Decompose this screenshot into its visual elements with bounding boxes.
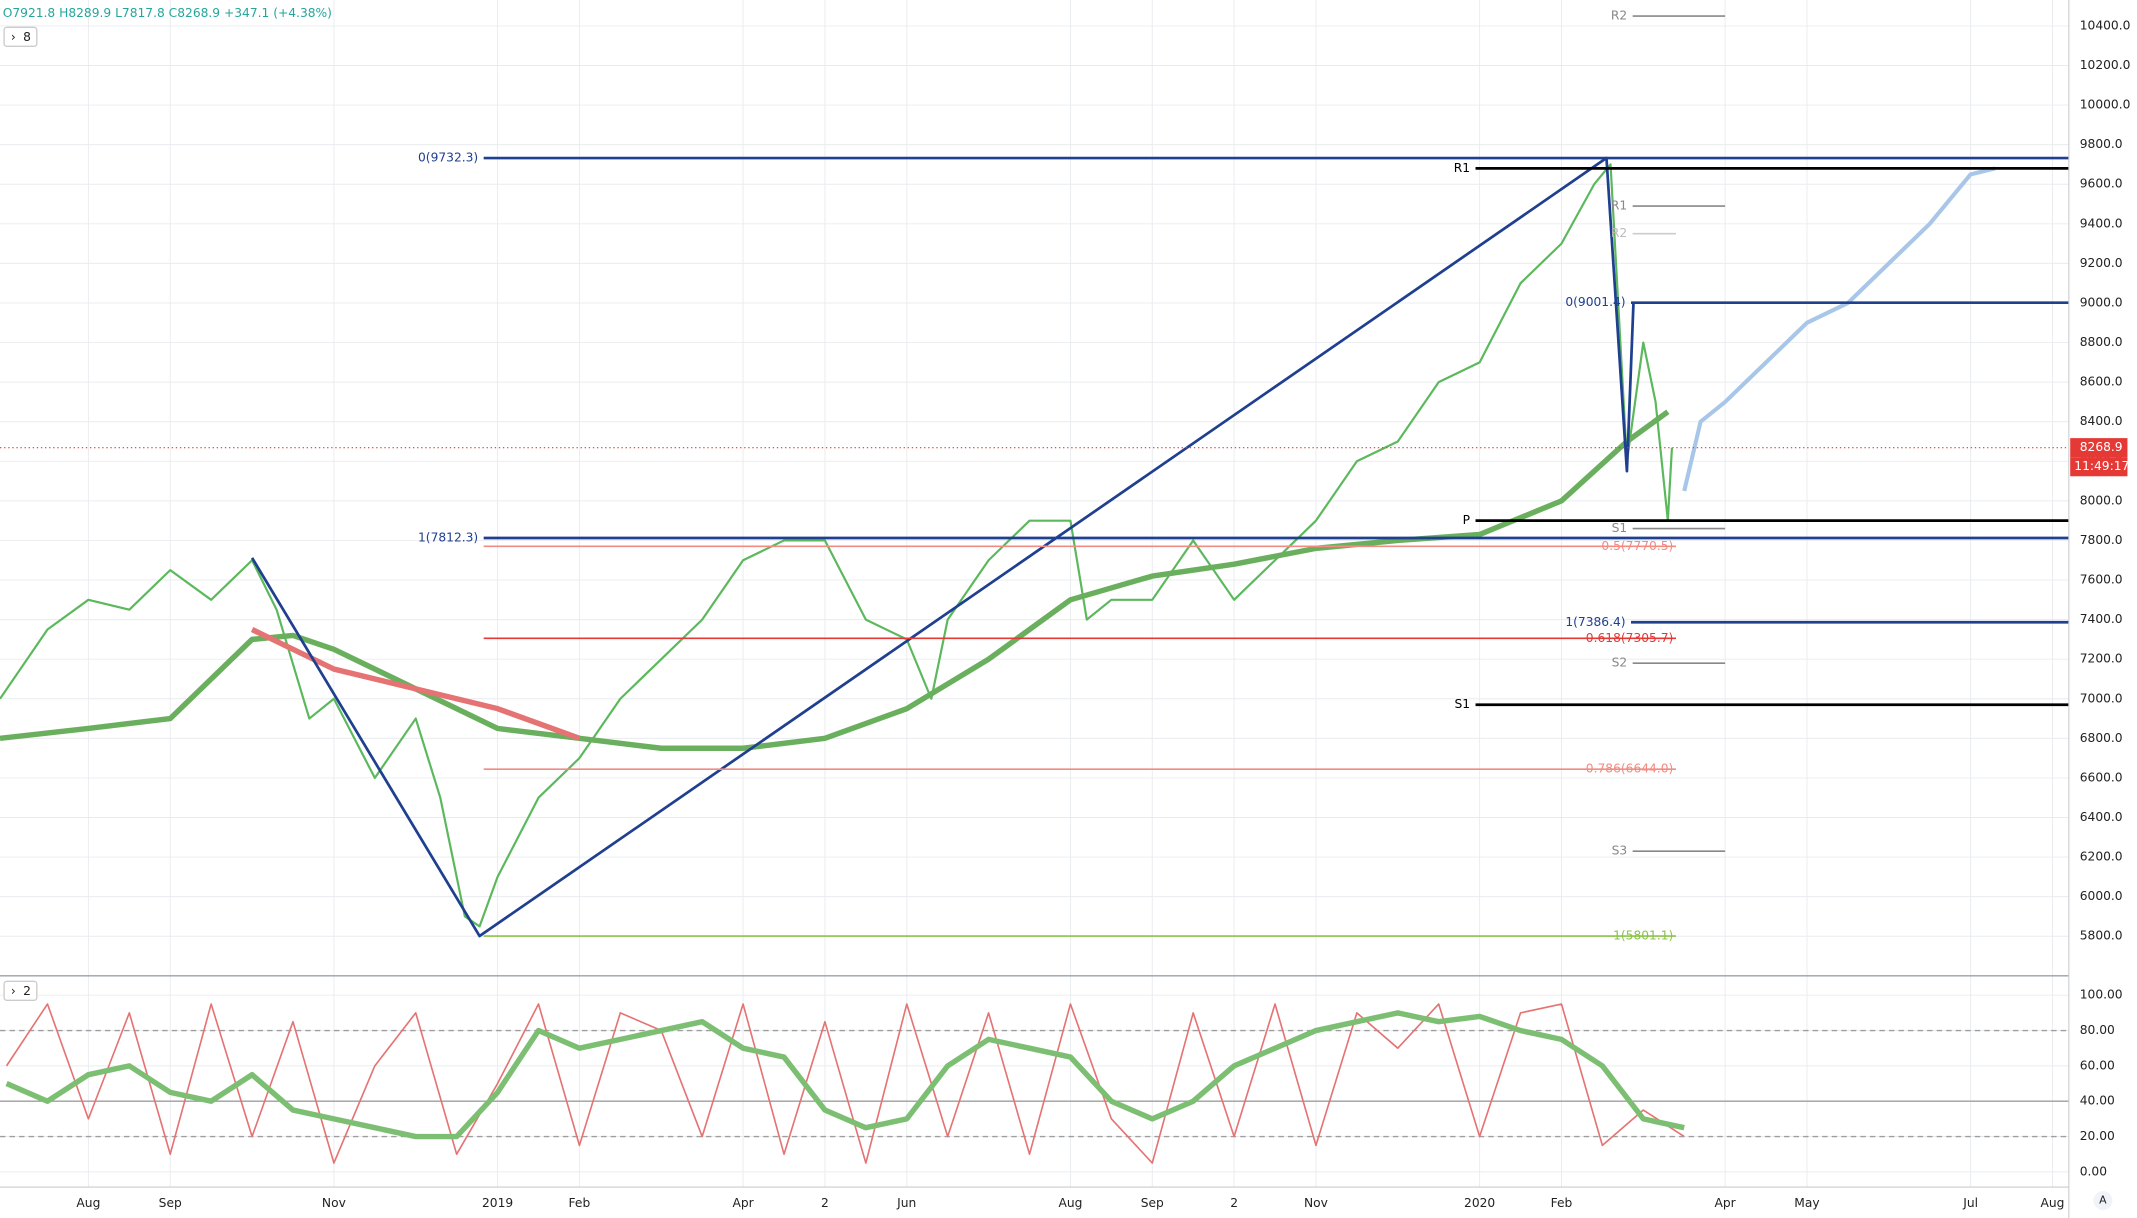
y-tick-label: 10000.0 bbox=[2080, 98, 2131, 112]
x-tick-label: Sep bbox=[1141, 1196, 1164, 1210]
x-tick-label: Feb bbox=[569, 1196, 591, 1210]
level-label: 0.5(7770.5) bbox=[1601, 539, 1673, 553]
level-label: 0.618(7305.7) bbox=[1586, 631, 1674, 645]
series-line bbox=[5, 1003, 1685, 1164]
x-tick-label: Apr bbox=[732, 1196, 754, 1210]
y-tick-label: 100.00 bbox=[2080, 988, 2123, 1002]
ohlc-legend: O7921.8 H8289.9 L7817.8 C8268.9 +347.1 (… bbox=[3, 6, 332, 20]
x-tick-label: 2 bbox=[821, 1196, 829, 1210]
axes: 5800.0 6000.0 6200.0 6400.0 6600.0 6800.0 7000… bbox=[76, 18, 2130, 1209]
x-tick-label: 2020 bbox=[1464, 1196, 1495, 1210]
y-tick-label: 10400.0 bbox=[2080, 18, 2131, 32]
auto-scale-label: A bbox=[2099, 1194, 2107, 1207]
x-tick-label: Jun bbox=[896, 1196, 916, 1210]
level-label: S1 bbox=[1612, 521, 1628, 535]
y-tick-label: 8600.0 bbox=[2080, 375, 2123, 389]
plot: 0(9732.3) 1(7812.3) 0(9001.4) 1(7386.4) 0.5(… bbox=[0, 9, 2069, 1164]
y-tick-label: 5800.0 bbox=[2080, 929, 2123, 943]
series-line bbox=[250, 627, 581, 741]
x-tick-label: Apr bbox=[1715, 1196, 1737, 1210]
main-pane-badge: 8 bbox=[23, 30, 31, 44]
x-tick-label: Nov bbox=[1304, 1196, 1328, 1210]
y-tick-label: 9600.0 bbox=[2080, 177, 2123, 191]
x-tick-label: Jul bbox=[1962, 1196, 1978, 1210]
y-tick-label: 8400.0 bbox=[2080, 414, 2123, 428]
level-label: 1(5801.1) bbox=[1613, 929, 1673, 943]
y-tick-label: 6600.0 bbox=[2080, 770, 2123, 784]
y-tick-label: 8800.0 bbox=[2080, 335, 2123, 349]
level-label: 1(7812.3) bbox=[418, 531, 478, 545]
level-label: R1 bbox=[1454, 161, 1470, 175]
y-tick-label: 60.00 bbox=[2080, 1058, 2115, 1072]
x-tick-label: Feb bbox=[1551, 1196, 1573, 1210]
level-label: R1 bbox=[1611, 199, 1627, 213]
level-label: 1(7386.4) bbox=[1565, 615, 1625, 629]
level-label: 0.786(6644.0) bbox=[1586, 762, 1674, 776]
y-tick-label: 9200.0 bbox=[2080, 256, 2123, 270]
grid bbox=[0, 0, 2069, 1188]
level-label: S1 bbox=[1455, 697, 1471, 711]
auto-scale-button[interactable] bbox=[2093, 1191, 2113, 1211]
level-label: R2 bbox=[1611, 226, 1627, 240]
last-price-label: 8268.9 bbox=[2080, 440, 2123, 454]
osc-pane-badge: 2 bbox=[23, 984, 31, 998]
osc-pane-toggle[interactable] bbox=[3, 980, 38, 1002]
x-tick-label: May bbox=[1794, 1196, 1819, 1210]
countdown-box bbox=[2070, 457, 2128, 477]
y-tick-label: 0.00 bbox=[2080, 1164, 2107, 1178]
level-label: S3 bbox=[1612, 844, 1628, 858]
y-tick-label: 6000.0 bbox=[2080, 889, 2123, 903]
y-tick-label: 80.00 bbox=[2080, 1023, 2115, 1037]
x-tick-label: 2 bbox=[1230, 1196, 1238, 1210]
level-label: S2 bbox=[1612, 656, 1628, 670]
y-tick-label: 7400.0 bbox=[2080, 612, 2123, 626]
x-tick-label: Aug bbox=[76, 1196, 100, 1210]
y-tick-label: 7600.0 bbox=[2080, 573, 2123, 587]
x-tick-label: Sep bbox=[159, 1196, 182, 1210]
y-tick-label: 20.00 bbox=[2080, 1129, 2115, 1143]
y-tick-label: 8000.0 bbox=[2080, 493, 2123, 507]
series-line bbox=[5, 1010, 1685, 1140]
y-tick-label: 40.00 bbox=[2080, 1094, 2115, 1108]
y-tick-label: 6400.0 bbox=[2080, 810, 2123, 824]
level-label: 0(9001.4) bbox=[1565, 295, 1625, 309]
x-tick-label: Aug bbox=[1058, 1196, 1082, 1210]
y-tick-label: 6200.0 bbox=[2080, 850, 2123, 864]
y-tick-label: 7000.0 bbox=[2080, 691, 2123, 705]
y-tick-label: 10200.0 bbox=[2080, 58, 2131, 72]
y-tick-label: 7200.0 bbox=[2080, 652, 2123, 666]
y-tick-label: 6800.0 bbox=[2080, 731, 2123, 745]
x-tick-label: Nov bbox=[322, 1196, 346, 1210]
x-tick-label: 2019 bbox=[482, 1196, 513, 1210]
y-tick-label: 9800.0 bbox=[2080, 137, 2123, 151]
y-tick-label: 7800.0 bbox=[2080, 533, 2123, 547]
osc-pane-toggle-icon: › bbox=[11, 984, 16, 998]
level-label: R2 bbox=[1611, 9, 1627, 23]
level-label: P bbox=[1463, 513, 1470, 527]
main-pane-toggle-icon: › bbox=[11, 30, 16, 44]
y-tick-label: 9000.0 bbox=[2080, 295, 2123, 309]
series-line bbox=[1682, 166, 1996, 492]
last-price-box bbox=[2070, 438, 2128, 458]
countdown-label: 11:49:17 bbox=[2074, 459, 2129, 473]
y-tick-label: 9400.0 bbox=[2080, 216, 2123, 230]
series-line bbox=[0, 163, 1674, 928]
level-label: 0(9732.3) bbox=[418, 151, 478, 165]
main-pane-toggle[interactable] bbox=[3, 26, 38, 48]
x-tick-label: Aug bbox=[2041, 1196, 2065, 1210]
